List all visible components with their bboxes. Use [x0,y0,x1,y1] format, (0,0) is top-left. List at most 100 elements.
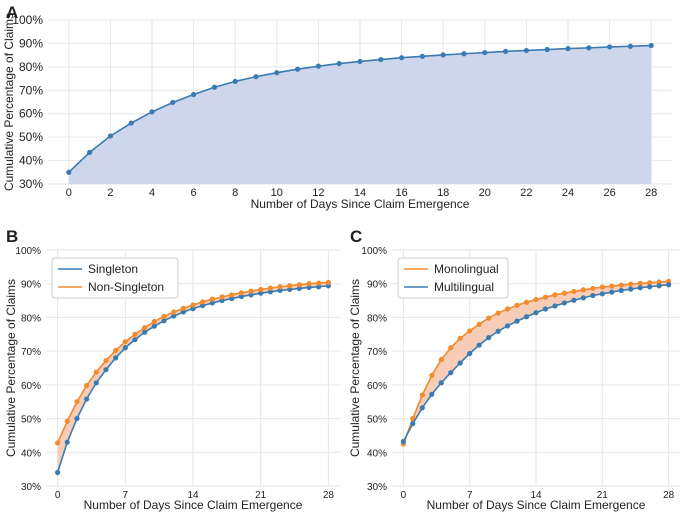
x-tick-label: 26 [603,187,615,199]
panel-a-ticks: 30%40%50%60%70%80%90%100%0 2 4 6 8 10 12 14 16 18… [12,13,657,199]
non-singleton-point [132,331,138,337]
singleton-point [267,289,273,295]
singleton-point [103,367,109,373]
series-point [607,44,613,50]
monolingual-point [523,299,530,305]
singleton-point [209,300,215,306]
singleton-point [55,469,61,476]
series-point [419,53,425,59]
panel-c-y-axis-label: Cumulative Percentage of Claims [348,279,362,457]
series-point [274,70,280,76]
y-tick-label: 90% [367,280,387,291]
y-tick-label: 70% [19,83,43,97]
x-tick-label: 0 [401,490,407,501]
multilingual-point [429,391,435,397]
non-singleton-point [296,282,302,288]
multilingual-point [514,318,520,324]
singleton-point [161,318,167,324]
series-point [378,56,384,63]
panel-c-band [403,281,669,444]
series-point [149,109,155,115]
monolingual-point [580,287,586,293]
monolingual-point [561,290,568,296]
x-tick-label: 28 [323,490,335,501]
x-tick-label: 14 [354,187,366,199]
y-tick-label: 30% [21,482,41,493]
panel-c-legend-monolingual: Monolingual [434,262,499,276]
y-tick-label: 100% [361,246,387,257]
non-singleton-point [209,296,215,302]
y-tick-label: 50% [21,415,41,426]
series-point [66,169,72,175]
y-tick-label: 40% [367,448,387,459]
non-singleton-point [190,302,196,308]
series-point [357,58,363,65]
multilingual-point [552,303,558,309]
non-singleton-point [93,369,99,375]
x-tick-label: 28 [645,187,657,199]
multilingual-point [457,360,463,366]
multilingual-point [656,283,662,289]
multilingual-point [637,285,643,291]
monolingual-point [419,392,425,398]
monolingual-point [590,285,596,292]
singleton-point [200,303,206,309]
monolingual-point [486,315,492,321]
x-tick-label: 22 [520,187,532,199]
panel-a-fills [68,45,652,185]
x-tick-label: 10 [271,187,283,199]
multilingual-point [580,295,586,301]
series-point [586,45,592,51]
singleton-point [238,293,244,300]
x-tick-label: 18 [437,187,449,199]
non-singleton-point [200,299,206,305]
x-tick-label: 24 [562,187,574,199]
panel-a-y-axis-label: Cumulative Percentage of Claims [2,13,16,191]
series-point [544,46,550,53]
y-tick-label: 70% [367,347,387,358]
panel-b-label: B [6,227,18,246]
series-point [482,49,488,56]
non-singleton-point [316,280,322,286]
panel-b-ticks: 30% 40% 50% 60% 70% 80% 90% 100% 0 7 14 21 28 [15,246,334,501]
non-singleton-point [103,357,109,364]
series-point [128,120,134,126]
series-point [87,149,93,155]
non-singleton-point [248,288,254,294]
multilingual-point [590,292,596,299]
x-tick-label: 7 [123,490,129,501]
series-point [503,48,509,54]
x-tick-label: 20 [479,187,491,199]
multilingual-point [486,335,492,341]
series-point [627,43,634,49]
panel-c-legend-box [397,257,509,299]
panel-c-lines [400,278,672,447]
multilingual-point [666,282,672,288]
singleton-point [277,287,283,294]
multilingual-point [533,310,539,316]
y-tick-label: 60% [21,381,41,392]
series-point [315,63,321,69]
non-singleton-point [161,313,167,320]
x-tick-label: 7 [467,490,473,501]
y-tick-label: 70% [21,347,41,358]
panel-c-x-axis-label: Number of Days Since Claim Emergence [427,498,646,512]
series-point [253,74,259,80]
non-singleton-point [64,418,70,424]
multilingual-point [419,405,425,411]
non-singleton-point [113,347,119,354]
area-fill [68,45,652,185]
x-tick-label: 6 [191,187,197,199]
panel-c-legend-multilingual: Multilingual [434,280,494,294]
singleton-point [248,292,254,298]
monolingual-point [571,288,577,295]
panel-c-label: C [350,227,362,246]
panel-a-x-axis-label: Number of Days Since Claim Emergence [251,197,470,211]
singleton-point [190,306,196,312]
non-singleton-point [229,292,235,298]
panel-b-legend: Singleton Non-Singleton [51,257,179,299]
non-singleton-point [74,399,80,405]
x-tick-label: 2 [107,187,113,199]
multilingual-point [561,300,568,306]
